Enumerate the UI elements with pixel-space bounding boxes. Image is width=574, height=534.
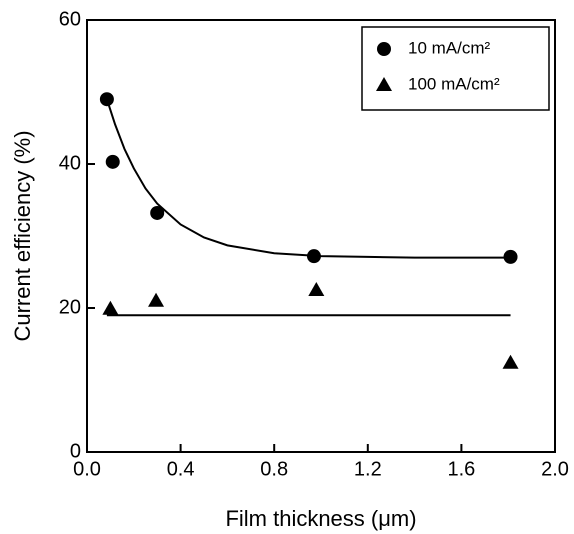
- x-tick-label: 1.2: [354, 458, 382, 480]
- legend-marker: [377, 42, 391, 56]
- plot-frame: [86, 19, 556, 453]
- data-point: [105, 154, 120, 169]
- x-tick-label: 1.6: [447, 458, 475, 480]
- fit-line: [105, 98, 511, 259]
- legend-label: 100 mA/cm²: [408, 74, 500, 93]
- legend-label: 10 mA/cm²: [408, 38, 491, 57]
- data-point: [306, 249, 321, 264]
- legend-box: [361, 26, 550, 111]
- data-point: [503, 249, 518, 264]
- data-point: [308, 282, 325, 296]
- data-point: [150, 205, 165, 220]
- y-tick-label: 60: [59, 8, 81, 30]
- y-tick-label: 40: [59, 152, 81, 174]
- x-tick-label: 0.0: [73, 458, 101, 480]
- data-point: [99, 92, 114, 107]
- y-tick-label: 20: [59, 296, 81, 318]
- data-point: [502, 354, 519, 369]
- data-point: [102, 300, 119, 315]
- y-axis-label: Current efficiency (%): [10, 130, 35, 341]
- x-tick-label: 0.4: [167, 458, 195, 480]
- x-tick-label: 2.0: [541, 458, 569, 480]
- x-axis-label: Film thickness (μm): [225, 506, 416, 531]
- x-tick-label: 0.8: [260, 458, 288, 480]
- data-point: [148, 292, 165, 307]
- y-tick-label: 0: [70, 440, 81, 462]
- legend-marker: [376, 77, 392, 91]
